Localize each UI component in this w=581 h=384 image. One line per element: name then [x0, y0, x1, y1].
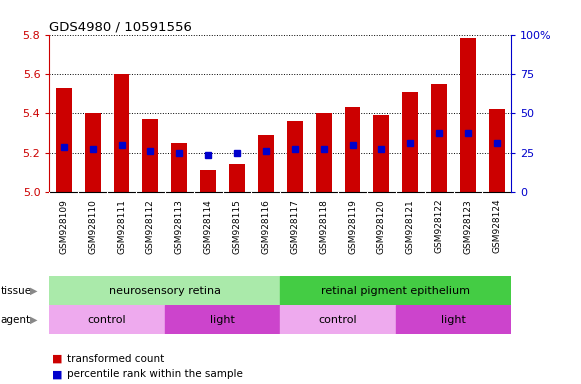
Bar	[56, 88, 72, 192]
Text: ■: ■	[52, 354, 63, 364]
Bar	[171, 143, 187, 192]
Text: light: light	[441, 314, 466, 325]
Text: GSM928118: GSM928118	[319, 199, 328, 254]
Text: GSM928113: GSM928113	[175, 199, 184, 254]
Bar	[258, 135, 274, 192]
Bar	[374, 115, 389, 192]
Text: GSM928120: GSM928120	[377, 199, 386, 253]
Text: control: control	[319, 314, 357, 325]
Text: GSM928123: GSM928123	[464, 199, 472, 253]
Text: GSM928116: GSM928116	[261, 199, 270, 254]
Text: GSM928117: GSM928117	[290, 199, 299, 254]
Bar	[402, 92, 418, 192]
Bar	[49, 276, 281, 305]
Bar	[165, 305, 281, 334]
Text: ▶: ▶	[30, 286, 38, 296]
Text: tissue: tissue	[1, 286, 32, 296]
Text: GSM928122: GSM928122	[435, 199, 444, 253]
Bar	[49, 305, 165, 334]
Bar	[200, 170, 216, 192]
Text: GSM928121: GSM928121	[406, 199, 415, 253]
Text: GSM928110: GSM928110	[88, 199, 97, 254]
Bar	[345, 108, 360, 192]
Text: transformed count: transformed count	[67, 354, 164, 364]
Bar	[229, 164, 245, 192]
Text: ■: ■	[52, 369, 63, 379]
Bar	[287, 121, 303, 192]
Text: agent: agent	[1, 314, 31, 325]
Text: GSM928119: GSM928119	[348, 199, 357, 254]
Text: retinal pigment epithelium: retinal pigment epithelium	[321, 286, 470, 296]
Text: neurosensory retina: neurosensory retina	[109, 286, 221, 296]
Text: GSM928111: GSM928111	[117, 199, 126, 254]
Bar	[280, 276, 511, 305]
Text: percentile rank within the sample: percentile rank within the sample	[67, 369, 243, 379]
Text: GSM928124: GSM928124	[492, 199, 501, 253]
Bar	[142, 119, 159, 192]
Bar	[460, 38, 476, 192]
Bar	[431, 84, 447, 192]
Text: ▶: ▶	[30, 314, 38, 325]
Bar	[396, 305, 511, 334]
Text: GSM928115: GSM928115	[232, 199, 242, 254]
Text: GSM928112: GSM928112	[146, 199, 155, 253]
Bar	[85, 113, 101, 192]
Text: GSM928109: GSM928109	[59, 199, 69, 254]
Text: control: control	[88, 314, 127, 325]
Text: GSM928114: GSM928114	[204, 199, 213, 253]
Bar	[489, 109, 505, 192]
Bar	[114, 74, 130, 192]
Bar	[280, 305, 396, 334]
Text: light: light	[210, 314, 235, 325]
Text: GDS4980 / 10591556: GDS4980 / 10591556	[49, 20, 192, 33]
Bar	[315, 113, 332, 192]
